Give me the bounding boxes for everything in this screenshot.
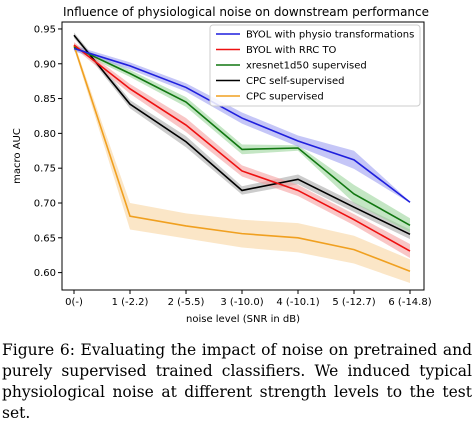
confidence-band-1 [74,42,410,258]
x-tick-label: 6 (-14.8) [388,297,431,308]
legend-box [209,24,421,107]
chart-title: Influence of physiological noise on down… [63,5,429,19]
y-tick-label: 0.90 [34,59,56,70]
legend-entry-3: CPC self-supervised [246,76,344,87]
confidence-band-2 [74,44,410,233]
x-tick-label: 0(-) [65,297,83,308]
confidence-band-0 [74,45,410,203]
x-tick-label: 3 (-10.0) [220,297,263,308]
y-tick-label: 0.65 [34,233,56,244]
legend-entry-4: CPC supervised [246,92,324,103]
figure-caption: Figure 6: Evaluating the impact of noise… [2,341,472,422]
line-chart: Influence of physiological noise on down… [12,5,432,325]
y-tick-label: 0.70 [34,198,56,209]
y-axis-ticks: 0.60 0.65 0.70 0.75 0.80 0.85 0.90 0.95 [34,24,62,279]
x-tick-label: 1 (-2.2) [112,297,149,308]
y-tick-label: 0.95 [34,24,56,35]
y-tick-label: 0.85 [34,94,56,105]
legend-entry-1: BYOL with RRC TO [246,45,337,56]
line-chart-figure: Influence of physiological noise on down… [12,5,432,325]
confidence-band-4 [74,42,410,284]
series-line-3 [73,34,411,236]
series-line-4 [73,45,411,272]
legend: BYOL with physio transformations BYOL wit… [209,24,421,107]
x-tick-label: 2 (-5.5) [168,297,205,308]
y-tick-label: 0.75 [34,164,56,175]
x-axis-label: noise level (SNR in dB) [186,314,300,325]
legend-entry-2: xresnet1d50 supervised [246,61,367,72]
x-tick-label: 4 (-10.1) [276,297,319,308]
x-axis-ticks: 0(-) 1 (-2.2) 2 (-5.5) 3 (-10.0) 4 (-10.1) 5 … [65,290,432,308]
series-line-1 [73,44,411,252]
series-lines [73,34,411,272]
series-line-2 [73,46,411,226]
y-tick-label: 0.80 [34,129,56,140]
y-axis-label: macro AUC [12,128,23,184]
legend-entry-0: BYOL with physio transformations [246,30,414,41]
plot-frame [61,21,425,291]
y-tick-label: 0.60 [34,268,56,279]
x-tick-label: 5 (-12.7) [332,297,375,308]
series-line-0 [73,47,411,203]
